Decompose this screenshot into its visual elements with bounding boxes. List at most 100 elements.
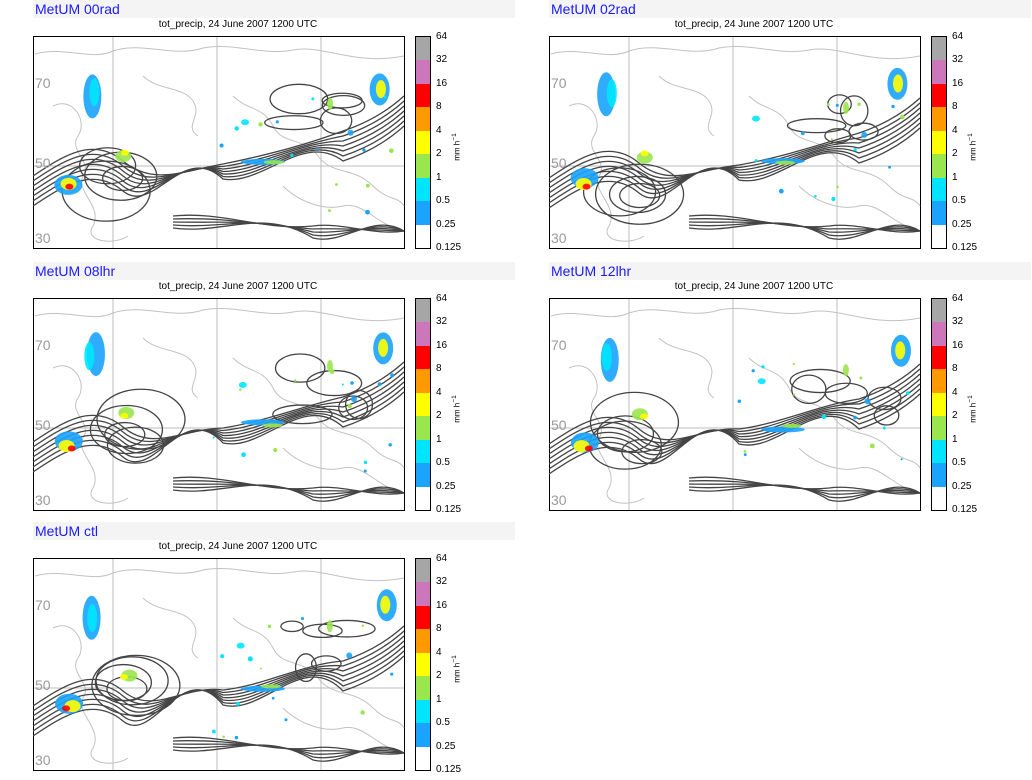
colorbar-segment [416,439,430,464]
colorbar [931,36,947,249]
colorbar-segment [416,486,430,510]
colorbar-level-label: 16 [436,599,448,611]
colorbar-level-label: 2 [952,148,958,160]
panel-08lhr: MetUM 08lhr tot_precip, 24 June 2007 120… [33,262,515,520]
lat-label: 70 [551,75,567,91]
colorbar-level-label: 64 [436,293,448,304]
panel-header: MetUM 00rad [33,0,515,18]
colorbar-segment [932,37,946,61]
colorbar-segment [932,224,946,248]
colorbar [415,36,431,249]
colorbar-segment [932,369,946,393]
colorbar-level-label: 32 [436,54,448,66]
colorbar [415,298,431,511]
colorbar-segment [416,676,430,700]
colorbar-level-label: 0.125 [952,504,978,515]
colorbar-units: mm h−1 [451,395,462,423]
model-label: MetUM 00rad [35,1,120,17]
colorbar-segment [932,463,946,487]
precip-map: 70 50 30 [549,298,921,511]
lat-label: 30 [35,492,51,508]
colorbar-level-label: 8 [952,101,958,113]
colorbar-level-label: 0.5 [436,195,450,207]
colorbar-level-label: 32 [436,316,448,328]
colorbar-segment [416,224,430,248]
colorbar-segment [932,392,946,417]
colorbar-level-label: 0.125 [436,764,462,775]
lat-label: 70 [35,337,51,353]
colorbar-level-label: 2 [436,670,442,682]
lat-label: 50 [551,417,567,433]
colorbar-level-label: 8 [436,101,442,113]
colorbar-level-label: 64 [952,31,964,42]
colorbar-segment [932,177,946,202]
colorbar-level-label: 2 [436,148,442,160]
colorbar-segment [416,322,430,346]
colorbar-level-label: 0.25 [436,218,456,230]
colorbar-level-label: 0.125 [436,504,462,515]
lat-label: 30 [551,492,567,508]
precip-map: 70 50 30 [549,36,921,249]
colorbar-level-label: 16 [952,339,964,351]
colorbar-level-label: 32 [436,576,448,588]
colorbar-level-label: 1 [952,433,958,445]
chart-title: tot_precip, 24 June 2007 1200 UTC [158,281,318,292]
colorbar-level-label: 0.5 [436,717,450,729]
colorbar-level-label: 0.5 [952,195,966,207]
colorbar-segment [416,605,430,630]
colorbar-level-label: 0.5 [436,457,450,469]
panel-02rad: MetUM 02rad tot_precip, 24 June 2007 120… [549,0,1031,258]
colorbar-level-label: 0.25 [436,740,456,752]
chart-title: tot_precip, 24 June 2007 1200 UTC [674,281,834,292]
colorbar-units: mm h−1 [451,655,462,683]
colorbar-level-label: 1 [436,433,442,445]
colorbar-level-label: 16 [952,77,964,89]
panel-header: MetUM 08lhr [33,262,515,280]
colorbar-units: mm h−1 [451,133,462,161]
lat-label: 50 [551,155,567,171]
precip-map: 70 50 30 [33,36,405,249]
model-label: MetUM 02rad [551,1,636,17]
colorbar-segment [416,130,430,155]
colorbar-segment [932,130,946,155]
colorbar-level-label: 2 [436,410,442,422]
colorbar-segment [416,60,430,84]
precip-map: 70 50 30 [33,558,405,771]
model-label: MetUM 12lhr [551,263,632,279]
colorbar-level-label: 32 [952,316,964,328]
colorbar-level-label: 0.5 [952,457,966,469]
colorbar-units: mm h−1 [967,133,978,161]
lat-label: 50 [35,677,51,693]
colorbar-segment [932,486,946,510]
colorbar-level-label: 64 [952,293,964,304]
model-label: MetUM 08lhr [35,263,116,279]
panel-12lhr: MetUM 12lhr tot_precip, 24 June 2007 120… [549,262,1031,520]
colorbar-segment [416,652,430,677]
colorbar-level-label: 4 [952,124,958,136]
colorbar-segment [416,177,430,202]
panel-ctl: MetUM ctl tot_precip, 24 June 2007 1200 … [33,522,515,780]
colorbar-segment [932,345,946,370]
colorbar-level-label: 1 [952,171,958,183]
colorbar-level-label: 0.25 [952,480,972,492]
colorbar-level-label: 0.125 [436,242,462,253]
lat-label: 70 [35,75,51,91]
colorbar-level-label: 64 [436,31,448,42]
colorbar-segment [932,60,946,84]
colorbar-segment [416,582,430,606]
colorbar-segment [932,416,946,440]
colorbar-segment [416,392,430,417]
colorbar-segment [416,299,430,323]
model-label: MetUM ctl [35,523,98,539]
panel-00rad: MetUM 00rad tot_precip, 24 June 2007 120… [33,0,515,258]
colorbar-segment [932,299,946,323]
colorbar-segment [932,201,946,225]
lat-label: 70 [35,597,51,613]
colorbar-level-label: 0.125 [952,242,978,253]
colorbar-level-label: 8 [436,623,442,635]
colorbar-level-label: 1 [436,171,442,183]
lat-label: 50 [35,155,51,171]
colorbar-segment [416,463,430,487]
colorbar-segment [932,154,946,178]
chart-title: tot_precip, 24 June 2007 1200 UTC [674,19,834,30]
